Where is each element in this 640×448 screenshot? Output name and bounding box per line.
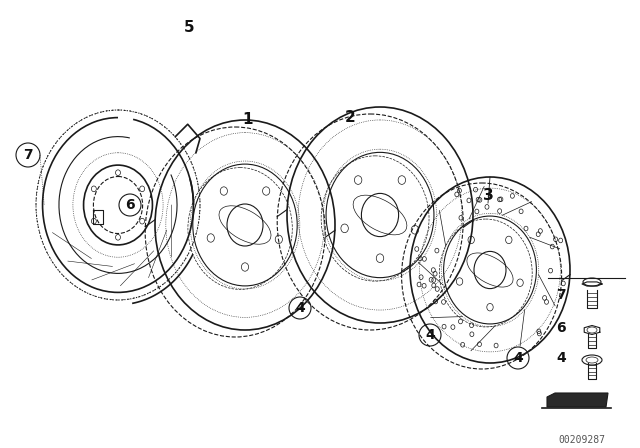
Polygon shape xyxy=(547,393,608,407)
Text: 4: 4 xyxy=(295,301,305,315)
Text: 7: 7 xyxy=(556,288,566,302)
Text: 4: 4 xyxy=(513,351,523,365)
Text: 7: 7 xyxy=(23,148,33,162)
Text: 1: 1 xyxy=(243,112,253,128)
Text: 3: 3 xyxy=(483,188,493,202)
Text: 4: 4 xyxy=(425,328,435,342)
Text: 6: 6 xyxy=(125,198,135,212)
Text: 6: 6 xyxy=(556,321,566,335)
Text: 2: 2 xyxy=(344,111,355,125)
Text: 5: 5 xyxy=(184,21,195,35)
Text: 4: 4 xyxy=(556,351,566,365)
Text: 00209287: 00209287 xyxy=(559,435,605,445)
